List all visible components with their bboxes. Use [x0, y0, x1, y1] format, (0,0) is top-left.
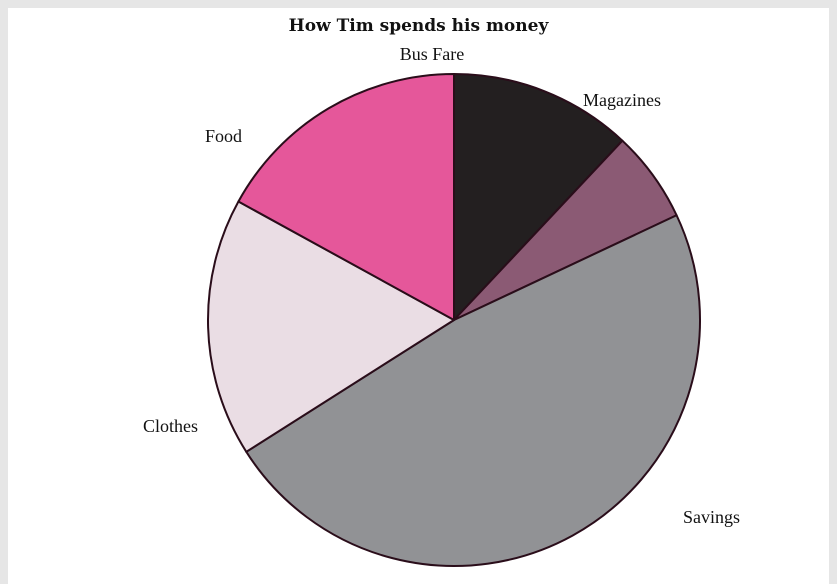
pie-slices	[207, 73, 701, 567]
pie-slice-food	[237, 73, 455, 321]
chart-title: How Tim spends his money	[288, 16, 549, 36]
slice-label-savings: Savings	[683, 507, 740, 527]
pie-labels: Bus Fare Magazines Savings Clothes Food	[143, 44, 740, 527]
slice-label-magazines: Magazines	[583, 90, 661, 110]
chart-card: How Tim spends his money Bus Fare Magazin…	[8, 8, 829, 584]
pie-chart: Bus Fare Magazines Savings Clothes Food	[143, 44, 740, 567]
pie-slice-savings	[245, 214, 701, 567]
pie-slice-clothes	[207, 200, 455, 453]
pie-slice-bus-fare	[453, 73, 624, 321]
slice-label-bus-fare: Bus Fare	[400, 44, 465, 64]
slice-label-clothes: Clothes	[143, 416, 198, 436]
slice-label-food: Food	[205, 126, 242, 146]
